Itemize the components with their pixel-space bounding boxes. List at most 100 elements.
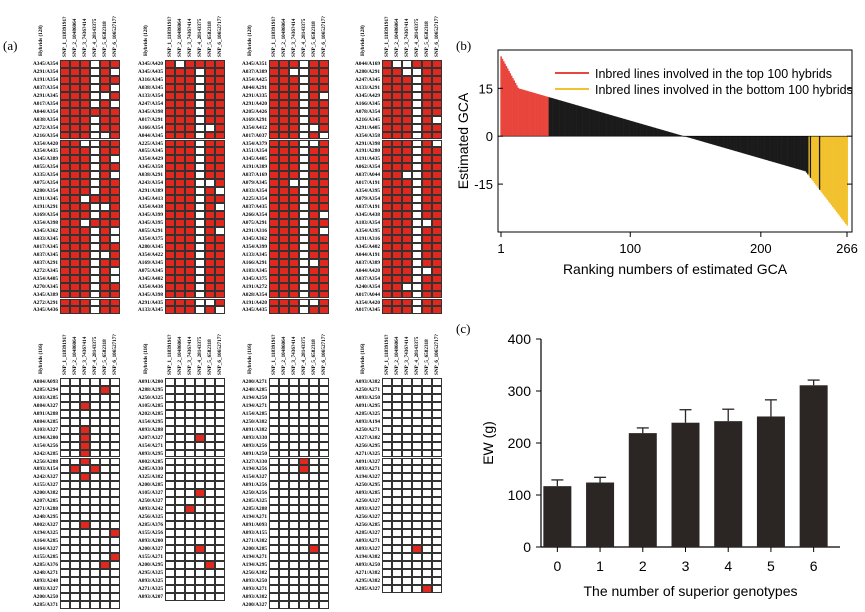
hybrid-row-label: A183/A345 [241,267,267,274]
superior-genotype-cell [110,211,120,219]
superior-genotype-cell [392,187,402,196]
superior-genotype-cell [309,250,319,259]
superior-genotype-cell [382,91,392,100]
superior-genotype-cell [309,107,319,116]
superior-genotype-cell [80,203,90,212]
superior-genotype-cell [185,131,195,140]
genotype-cell [319,226,329,235]
gca-bar [727,136,730,149]
genotype-cell [195,219,205,227]
gca-bar [768,136,770,161]
genotype-cell [110,497,120,506]
superior-genotype-cell [100,179,110,188]
gca-bar [816,136,818,187]
genotype-cell [185,529,195,537]
snp-header: SNP_1_11839191? [271,334,277,375]
superior-genotype-cell [60,147,70,156]
superior-genotype-cell [215,242,225,251]
superior-genotype-cell [60,131,70,140]
genotype-cell [309,441,319,450]
hybrid-row-label: A133/A354 [137,92,163,99]
superior-genotype-cell [80,115,90,124]
superior-genotype-cell [60,60,70,68]
hybrid-row-label: A017/A345 [32,243,58,250]
gca-bar [514,82,517,137]
genotype-cell [299,75,309,84]
superior-genotype-cell [215,147,225,156]
gca-bar [651,127,654,137]
genotype-cell [289,576,299,585]
genotype-cell [215,425,225,434]
superior-genotype-cell [279,266,289,275]
superior-genotype-cell [60,258,70,267]
superior-genotype-cell [100,266,110,275]
hybrid-row-label: A037/A191 [354,204,380,211]
gca-bar [818,136,821,190]
genotype-cell [319,449,329,458]
hybrids-header: Hybrids (128) [143,25,149,56]
superior-genotype-cell [422,139,432,148]
hybrid-row-label: A291/A345 [32,92,58,99]
superior-genotype-cell [110,115,120,124]
hybrid-row-label: A091/A256 [241,482,267,489]
genotype-cell [110,592,120,601]
genotype-cell [175,393,185,402]
superior-genotype-cell [215,75,225,84]
gca-bar [815,136,817,185]
genotype-cell [205,417,215,426]
superior-genotype-cell [432,91,442,100]
gca-bar [820,136,822,192]
genotype-cell [90,250,100,259]
hybrid-row-label: A200/A382 [32,490,58,497]
hybrid-row-label: A093/A250 [354,394,380,401]
genotype-cell [175,433,185,442]
genotype-cell [70,560,80,569]
superior-genotype-cell [319,282,329,291]
superior-genotype-cell [60,67,70,76]
superior-genotype-cell [309,306,319,315]
genotype-cell [80,552,90,561]
superior-genotype-cell [269,107,279,116]
superior-genotype-cell [309,75,319,84]
genotype-cell [185,544,195,553]
genotype-cell [175,481,185,490]
genotype-cell [382,576,392,585]
superior-genotype-cell [80,99,90,108]
gca-bar [696,136,698,140]
superior-genotype-cell [402,219,412,227]
gca-bar [685,136,688,137]
genotype-cell [422,481,432,490]
genotype-cell [70,600,80,609]
hybrid-row-label: A044/A169 [354,61,380,67]
superior-genotype-cell [215,298,225,307]
superior-genotype-cell [269,234,279,243]
genotype-cell [299,385,309,394]
genotype-cell [60,568,70,577]
genotype-cell [70,544,80,553]
gca-bar [663,130,666,137]
genotype-cell [195,171,205,180]
genotype-cell [319,211,329,219]
superior-genotype-cell [422,242,432,251]
superior-genotype-cell [279,147,289,156]
superior-genotype-cell [60,242,70,251]
genotype-cell [195,123,205,132]
genotype-cell [402,584,412,593]
genotype-cell [195,417,205,426]
superior-genotype-cell [382,306,392,315]
genotype-cell [289,513,299,522]
genotype-cell [422,457,432,466]
genotype-cell [195,75,205,84]
gca-bar [688,136,690,138]
genotype-cell [299,171,309,180]
superior-genotype-cell [215,211,225,219]
hybrid-row-label: A351/A354 [241,148,267,155]
genotype-cell [402,521,412,530]
gca-bar [757,136,760,158]
genotype-cell [279,417,289,426]
gca-bar [626,119,629,137]
genotype-cell [175,425,185,434]
superior-genotype-cell [215,258,225,267]
genotype-cell [90,83,100,92]
x-tick-label: 5 [767,558,775,574]
